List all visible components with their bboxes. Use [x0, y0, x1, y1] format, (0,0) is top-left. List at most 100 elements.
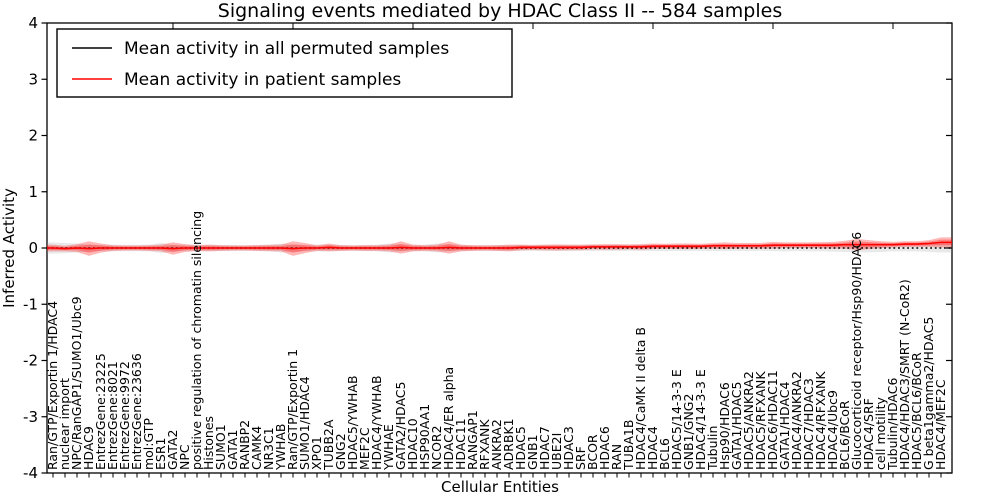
x-tick-label: HDAC4 [645, 426, 660, 470]
x-tick-label: NPC/RanGAP1/SUMO1/Ubc9 [69, 296, 84, 470]
x-tick-label: BCOR [585, 434, 600, 470]
x-tick-label: HDAC4/14-3-3 E [693, 369, 708, 470]
x-tick-label: CAMK4 [249, 426, 264, 470]
y-tick-labels: 4 3 2 1 0 -1 -2 -3 -4 [23, 14, 38, 482]
x-tick-label: XPO1 [309, 436, 324, 470]
x-tick-label: SRF [573, 446, 588, 470]
legend: Mean activity in all permuted samples Me… [56, 28, 513, 98]
y-tick-label: 4 [28, 14, 38, 32]
x-tick-label: GATA2 [165, 430, 180, 470]
legend-label-patient: Mean activity in patient samples [124, 70, 401, 90]
x-tick-label: GATA2/HDAC5 [393, 382, 408, 470]
x-tick-label: HDAC10 [405, 418, 420, 470]
x-tick-label: UBE2I [549, 433, 564, 470]
x-tick-label: TUBA1B [621, 420, 636, 471]
x-tick-label: HDAC6/HDAC11 [765, 370, 780, 470]
x-tick-label: GNG2 [333, 433, 348, 470]
x-tick-label: HDAC11 [453, 418, 468, 470]
x-tick-label: HDAC4/YWHAB [369, 375, 384, 470]
y-tick-label: -3 [23, 408, 38, 426]
x-tick-label: HDAC5/ANKRA2 [741, 371, 756, 470]
x-tick-label: Hsp90/HDAC6 [717, 382, 732, 470]
x-tick-label: HDAC5/RFXANK [753, 371, 768, 470]
y-tick-label: -2 [23, 352, 38, 370]
patient-band-inner [47, 239, 952, 253]
x-tick-label: HDAC4/HDAC3/SMRT (N-CoR2) [897, 279, 912, 470]
y-tick-label: -4 [23, 464, 38, 482]
x-tick-label: NR3C1 [261, 427, 276, 470]
x-tick-label: HDAC5/14-3-3 E [669, 369, 684, 470]
x-tick-label: HDAC5 [513, 426, 528, 470]
x-tick-label: GATA1/HDAC4 [777, 381, 792, 470]
x-tick-label: GATA1/HDAC5 [729, 382, 744, 470]
x-tick-label: HDAC3 [561, 426, 576, 470]
x-tick-label: SUMO1 [213, 424, 228, 470]
x-tick-label: Ran/GTP/Exportin 1/HDAC4 [45, 301, 60, 470]
x-tick-label: mol:GTP [141, 418, 156, 470]
x-tick-label: NCOR2 [429, 425, 444, 470]
x-tick-label: RANGAP1 [465, 410, 480, 470]
x-tick-label: SUMO1/HDAC4 [297, 376, 312, 470]
y-tick-label: -1 [23, 295, 38, 313]
x-axis-label: Cellular Entities [441, 478, 559, 496]
x-tick-label: HSP90AA1 [417, 404, 432, 470]
axis-ticks [41, 22, 952, 478]
y-tick-label: 3 [28, 70, 38, 88]
x-tick-label: ESR1 [153, 438, 168, 470]
x-tick-label: TUBB2A [321, 419, 336, 471]
x-tick-label: RAN [609, 444, 624, 470]
x-tick-label: BCL6 [657, 438, 672, 470]
x-tick-label: HDAC5/YWHAB [345, 375, 360, 470]
y-axis-label: Inferred Activity [0, 188, 18, 308]
x-tick-label: Tubulin [705, 426, 720, 471]
x-tick-label: cell motility [873, 396, 888, 470]
x-tick-label: HDAC7/HDAC3 [801, 378, 816, 470]
x-tick-label: GNB1 [525, 434, 540, 470]
x-tick-label: EntrezGene:23636 [129, 353, 144, 470]
patient-band-outer [47, 237, 952, 256]
x-tick-label: HDAC4/MEF2C [933, 379, 948, 470]
x-tick-label: HDAC4/Ubc9 [825, 390, 840, 470]
x-tick-label: positive regulation of chromatin silenci… [189, 211, 204, 470]
x-tick-label: RANBP2 [237, 420, 252, 470]
confidence-bands [47, 237, 952, 256]
x-tick-label: ADRBK1 [501, 418, 516, 470]
x-tick-label: HDAC7 [537, 426, 552, 470]
x-tick-label: HDAC4/RFXANK [813, 371, 828, 470]
x-tick-label: BCL6/BCoR [837, 400, 852, 470]
x-tick-label: GNB1/GNG2 [681, 394, 696, 470]
x-tick-label: MEF2C [357, 427, 372, 470]
x-tick-label: YWHAE [381, 424, 396, 471]
patient-mean-line [47, 241, 952, 250]
y-tick-label: 2 [28, 127, 38, 145]
y-tick-label: 0 [28, 239, 38, 257]
y-tick-label: 1 [28, 183, 38, 201]
x-tick-label: HDAC4/ANKRA2 [789, 371, 804, 470]
x-tick-label: ANKRA2 [489, 419, 504, 470]
x-tick-label: EntrezGene:9972 [117, 361, 132, 470]
series-lines [47, 241, 952, 250]
x-tick-label: HDAC4/ER alpha [441, 367, 456, 470]
x-tick-label: nuclear import [57, 378, 72, 470]
x-tick-label: HDAC4/SRF [861, 398, 876, 470]
x-tick-label: Tubulin/HDAC6 [885, 378, 900, 471]
x-tick-label: NPC [177, 444, 192, 470]
x-tick-label: YWHAB [273, 423, 288, 471]
chart-title: Signaling events mediated by HDAC Class … [218, 0, 782, 22]
x-tick-label: Glucocorticoid receptor/Hsp90/HDAC6 [849, 232, 864, 470]
x-tick-label: HDAC9 [81, 426, 96, 470]
x-tick-label: HDAC6 [597, 426, 612, 470]
x-tick-label: RFXANK [477, 419, 492, 470]
x-tick-label: HDAC4/CaMK II delta B [633, 327, 648, 470]
x-tick-label: HDAC5/BCL6/BCoR [909, 352, 924, 470]
x-tick-label: G beta1gamma2/HDAC5 [921, 317, 936, 470]
x-tick-label: EntrezGene:8021 [105, 361, 120, 470]
legend-box [56, 28, 513, 98]
x-tick-label: EntrezGene:23225 [93, 353, 108, 470]
legend-label-permuted: Mean activity in all permuted samples [124, 39, 449, 59]
x-tick-label: Histones [201, 416, 216, 470]
x-tick-label: Ran/GTP/Exportin 1 [285, 349, 300, 470]
